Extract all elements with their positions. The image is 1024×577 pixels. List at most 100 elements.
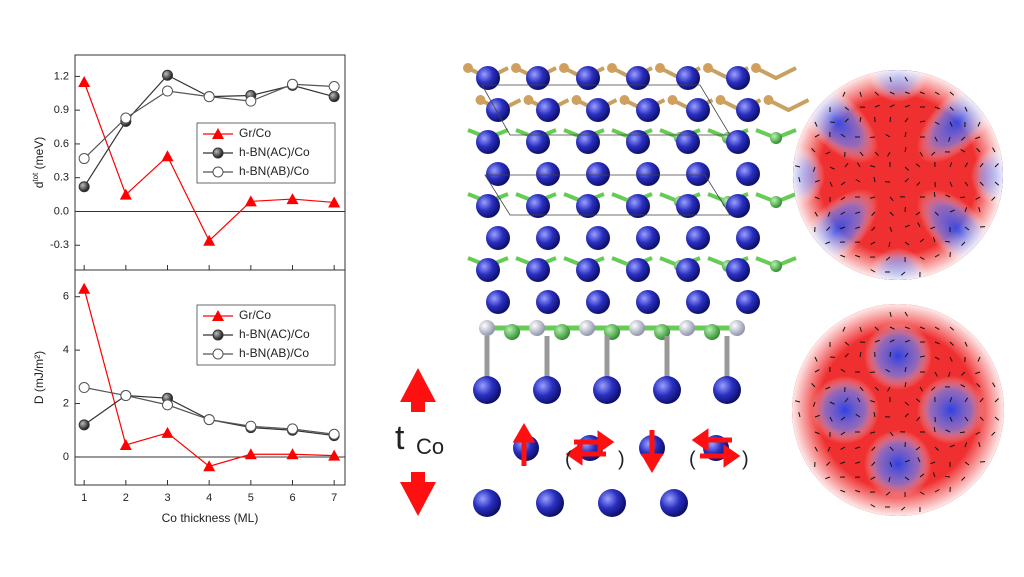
marker: [245, 420, 257, 432]
atom: [703, 63, 713, 73]
spin: [889, 226, 893, 232]
spin: [827, 446, 831, 452]
label-part: (meV): [32, 137, 46, 173]
marker: [78, 153, 90, 165]
spin: [889, 339, 895, 343]
spin: [948, 371, 951, 377]
spin: [919, 355, 926, 358]
spin: [964, 207, 968, 213]
atom: [686, 98, 710, 122]
spin: [904, 326, 910, 330]
spin: [949, 121, 953, 127]
spin: [945, 194, 951, 198]
spin: [889, 461, 893, 467]
spin: [870, 269, 876, 273]
edge: [793, 70, 1003, 280]
spin: [949, 106, 954, 111]
atom: [704, 324, 720, 340]
spin: [919, 491, 925, 495]
spin: [977, 121, 981, 127]
atom: [629, 320, 645, 336]
spin: [915, 446, 921, 451]
spin: [934, 446, 939, 451]
atom: [736, 162, 760, 186]
spin: [975, 196, 981, 200]
marker: [119, 188, 132, 200]
spin: [915, 163, 921, 168]
spin: [964, 442, 968, 448]
spin: [842, 326, 846, 332]
spin: [889, 76, 892, 82]
edge: [792, 304, 1004, 516]
spin: [888, 476, 891, 482]
atom: [636, 290, 660, 314]
spin: [949, 341, 954, 346]
spin: [859, 386, 864, 392]
spin: [904, 104, 910, 108]
spin: [994, 163, 999, 168]
y-tick-label: -0.3: [50, 239, 69, 251]
atom: [751, 63, 761, 73]
legend-label: h-BN(AC)/Co: [239, 145, 310, 159]
spin: [859, 116, 862, 123]
atom: [619, 95, 630, 105]
x-tick-label: 7: [331, 492, 337, 504]
y-tick-label: 2: [63, 397, 69, 409]
spin: [840, 181, 846, 186]
spin: [949, 209, 955, 213]
spin: [960, 371, 966, 376]
spin: [811, 148, 816, 153]
legend-label: h-BN(AB)/Co: [239, 346, 309, 360]
atom: [576, 130, 600, 154]
spin: [977, 356, 981, 362]
label-part: d: [32, 182, 46, 189]
atom: [736, 290, 760, 314]
atom: [636, 226, 660, 250]
spin: [844, 397, 849, 403]
spin: [827, 211, 831, 217]
spin: [826, 461, 831, 466]
atom: [529, 320, 545, 336]
spin: [949, 162, 953, 168]
spin: [855, 446, 861, 449]
atom: [473, 376, 501, 404]
spin: [885, 491, 891, 496]
spin: [975, 371, 981, 375]
spin: [904, 382, 907, 388]
spin: [934, 341, 940, 345]
spin: [825, 151, 831, 155]
spin: [930, 226, 936, 230]
spin: [889, 311, 892, 317]
plot-frame: [74, 269, 346, 486]
atom: [653, 376, 681, 404]
marker: [78, 181, 90, 193]
spin: [949, 416, 953, 422]
spin: [814, 196, 820, 200]
atom: [576, 194, 600, 218]
spin: [889, 196, 894, 202]
spin: [814, 211, 818, 217]
spin: [919, 256, 925, 260]
marker: [212, 310, 224, 321]
crystal: [463, 63, 810, 314]
spin: [874, 326, 879, 331]
atom: [713, 376, 741, 404]
atom: [679, 320, 695, 336]
spin: [944, 475, 951, 478]
marker: [162, 85, 173, 97]
atom: [486, 226, 510, 250]
spin: [904, 413, 909, 418]
spin: [979, 181, 984, 186]
series: [78, 282, 341, 472]
marker: [203, 414, 215, 426]
marker: [78, 282, 91, 294]
atom: [736, 98, 760, 122]
spin: [919, 91, 925, 95]
marker: [212, 329, 224, 341]
spin: [844, 162, 849, 168]
marker: [203, 234, 216, 246]
spin: [887, 151, 891, 157]
spin: [889, 104, 895, 108]
y-tick-label: 0.6: [54, 138, 69, 150]
spin: [932, 237, 936, 243]
